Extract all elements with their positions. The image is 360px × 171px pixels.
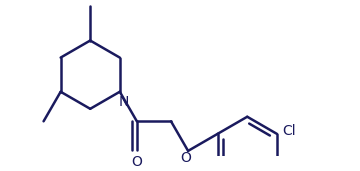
Text: O: O	[131, 155, 142, 169]
Text: N: N	[118, 95, 129, 109]
Text: O: O	[180, 151, 191, 165]
Text: Cl: Cl	[282, 124, 296, 138]
